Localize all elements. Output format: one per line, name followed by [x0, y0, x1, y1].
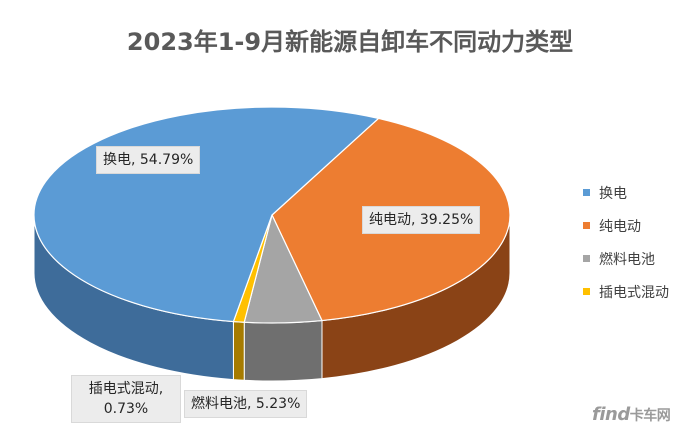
legend-swatch-swap [583, 189, 590, 196]
data-label-phev: 插电式混动, 0.73% [71, 375, 181, 423]
watermark-logo: find卡车网 [592, 404, 671, 425]
legend-swatch-bev [583, 222, 590, 229]
data-label-fuel-cell: 燃料电池, 5.23% [184, 390, 308, 418]
legend-label-fuel-cell: 燃料电池 [599, 251, 655, 268]
legend-label-swap: 换电 [599, 185, 627, 202]
data-label-swap: 换电, 54.79% [96, 146, 201, 174]
legend: 换电 纯电动 燃料电池 插电式混动 [583, 176, 669, 308]
data-label-phev-text: 插电式混动, 0.73% [88, 381, 164, 417]
data-label-bev: 纯电动, 39.25% [362, 206, 481, 234]
legend-swatch-phev [583, 288, 590, 295]
pie-side-phev [232, 321, 245, 381]
legend-item-phev: 插电式混动 [583, 275, 669, 308]
legend-item-bev: 纯电动 [583, 209, 669, 242]
legend-item-swap: 换电 [583, 176, 669, 209]
legend-label-phev: 插电式混动 [599, 284, 669, 301]
legend-label-bev: 纯电动 [599, 218, 641, 235]
legend-item-fuel-cell: 燃料电池 [583, 242, 669, 275]
watermark-brand: find [592, 404, 630, 425]
chart-title: 2023年1-9月新能源自卸车不同动力类型 [126, 28, 574, 56]
legend-swatch-fuel-cell [583, 255, 590, 262]
watermark-cn: 卡车网 [629, 408, 671, 424]
pie-side-fuel-cell [243, 320, 323, 382]
